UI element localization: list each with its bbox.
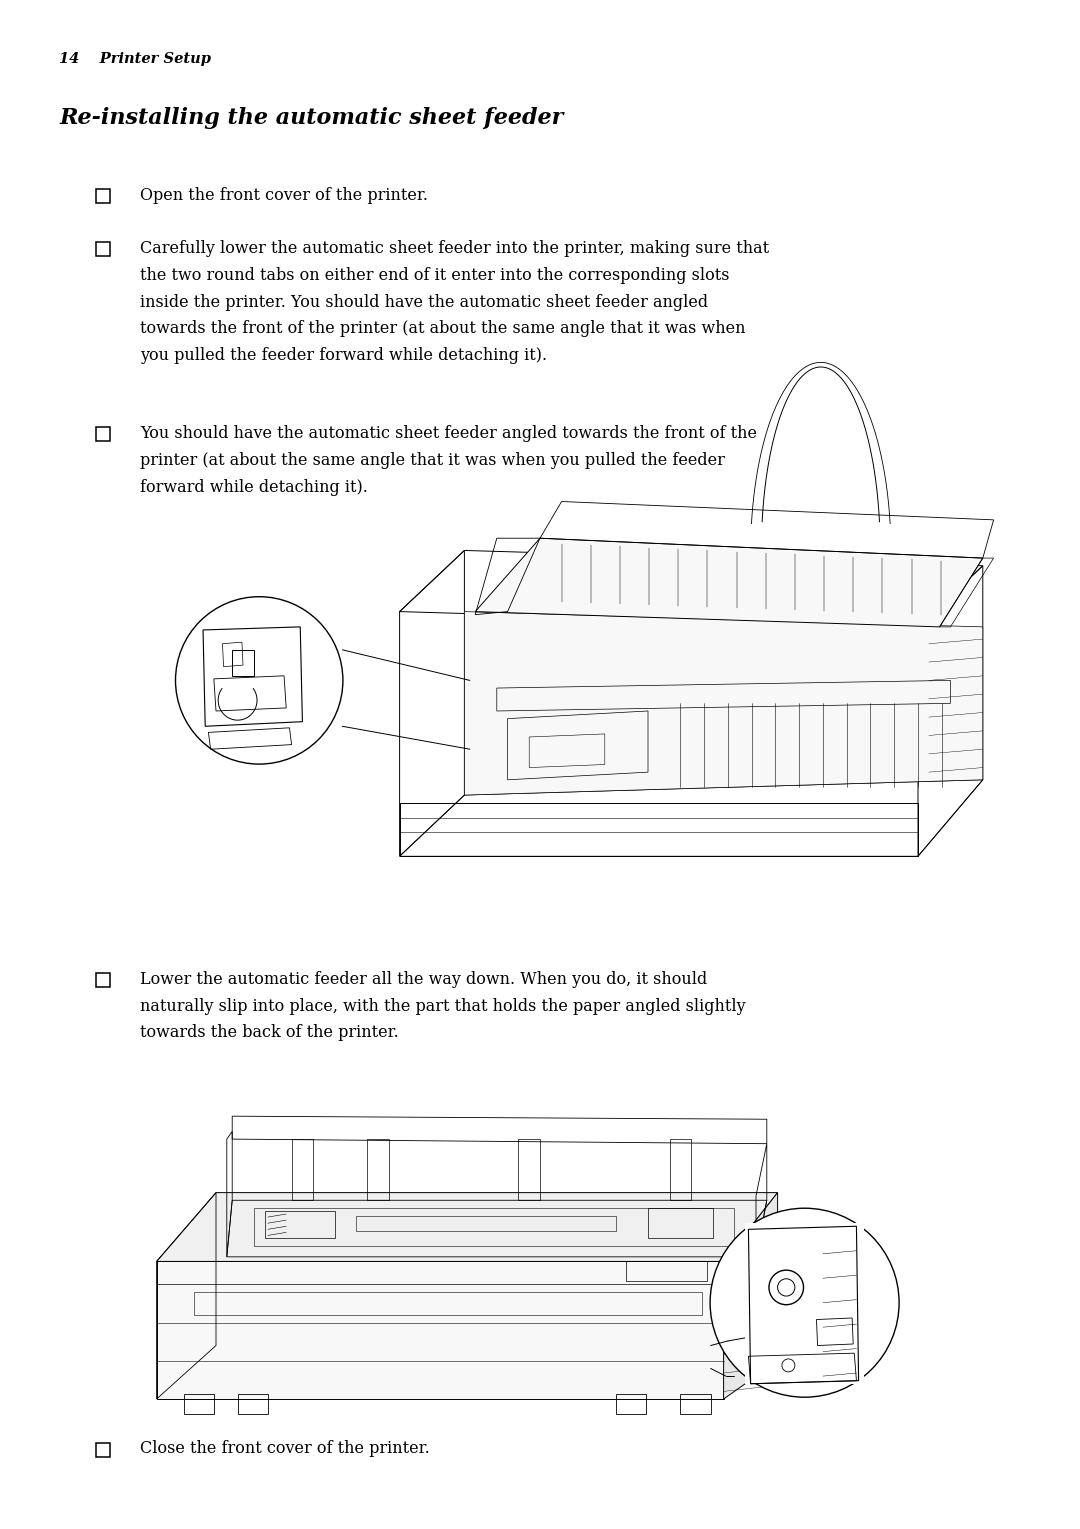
Ellipse shape (175, 596, 343, 764)
Polygon shape (724, 1193, 778, 1399)
Polygon shape (745, 1223, 864, 1384)
Text: towards the back of the printer.: towards the back of the printer. (140, 1024, 400, 1041)
Polygon shape (157, 1261, 724, 1399)
FancyBboxPatch shape (95, 974, 110, 988)
Text: Lower the automatic feeder all the way down. When you do, it should: Lower the automatic feeder all the way d… (140, 971, 707, 988)
Text: inside the printer. You should have the automatic sheet feeder angled: inside the printer. You should have the … (140, 294, 708, 310)
Text: printer (at about the same angle that it was when you pulled the feeder: printer (at about the same angle that it… (140, 453, 726, 469)
Text: naturally slip into place, with the part that holds the paper angled slightly: naturally slip into place, with the part… (140, 997, 746, 1015)
Text: the two round tabs on either end of it enter into the corresponding slots: the two round tabs on either end of it e… (140, 266, 730, 284)
Text: You should have the automatic sheet feeder angled towards the front of the: You should have the automatic sheet feed… (140, 425, 757, 442)
Text: Close the front cover of the printer.: Close the front cover of the printer. (140, 1440, 430, 1457)
FancyBboxPatch shape (95, 243, 110, 257)
Text: you pulled the feeder forward while detaching it).: you pulled the feeder forward while deta… (140, 347, 548, 364)
Ellipse shape (711, 1208, 899, 1398)
Polygon shape (464, 612, 983, 795)
FancyBboxPatch shape (95, 428, 110, 442)
Text: 14    Printer Setup: 14 Printer Setup (59, 52, 212, 66)
Text: Carefully lower the automatic sheet feeder into the printer, making sure that: Carefully lower the automatic sheet feed… (140, 240, 770, 257)
Polygon shape (475, 538, 983, 627)
Text: Re-installing the automatic sheet feeder: Re-installing the automatic sheet feeder (59, 107, 564, 128)
Polygon shape (157, 1193, 778, 1261)
Text: Open the front cover of the printer.: Open the front cover of the printer. (140, 187, 429, 203)
Text: towards the front of the printer (at about the same angle that it was when: towards the front of the printer (at abo… (140, 320, 746, 338)
FancyBboxPatch shape (95, 1443, 110, 1457)
Polygon shape (200, 642, 286, 719)
Text: forward while detaching it).: forward while detaching it). (140, 479, 368, 495)
FancyBboxPatch shape (95, 190, 110, 203)
